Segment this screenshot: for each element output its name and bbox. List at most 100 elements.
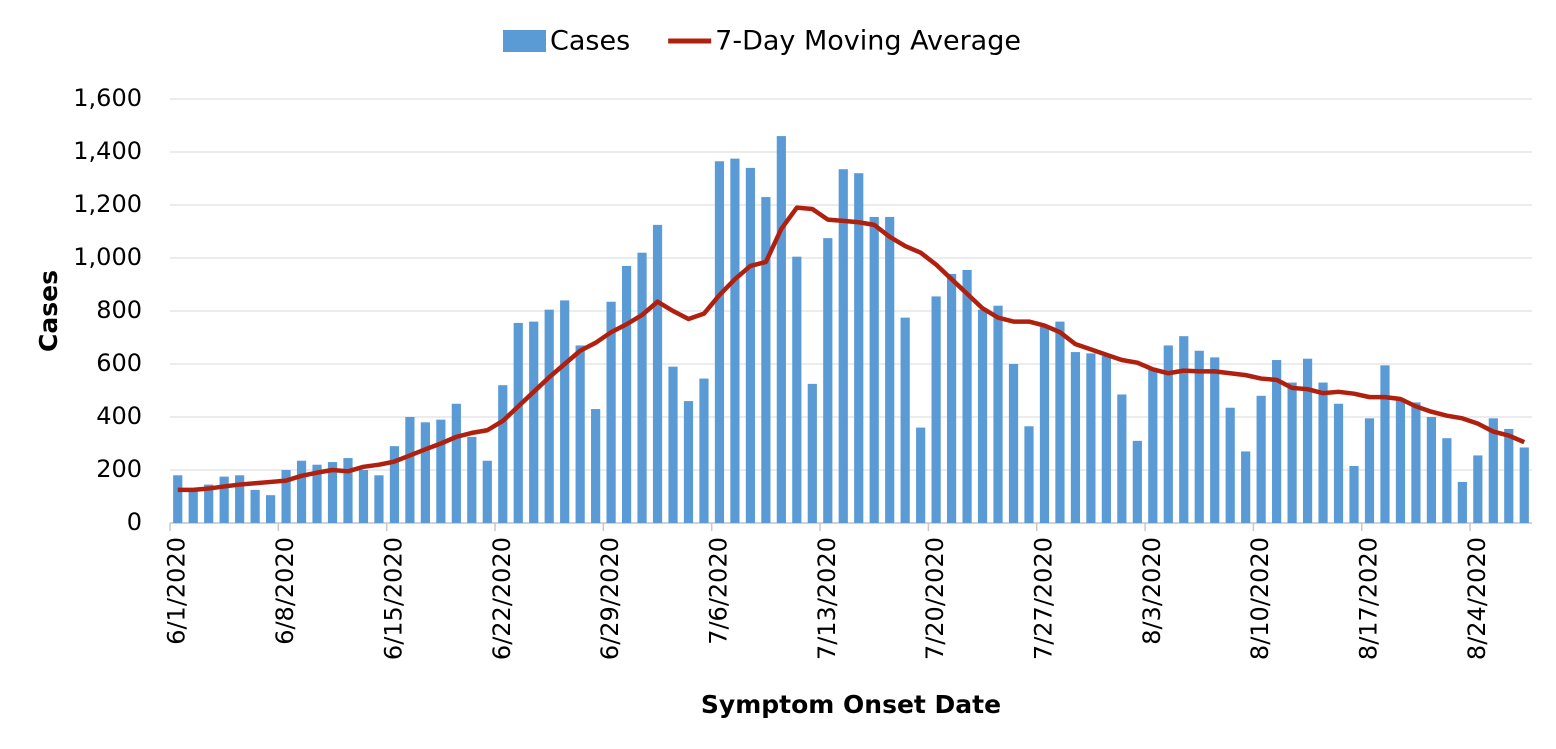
y-tick-label: 600 [96, 349, 142, 377]
bar [1519, 447, 1529, 523]
bar [436, 419, 446, 523]
bar [1380, 365, 1390, 523]
bar [916, 427, 926, 523]
x-tick-label: 7/6/2020 [704, 537, 732, 645]
legend-label: Cases [550, 26, 630, 57]
x-tick-label: 6/22/2020 [488, 537, 516, 660]
x-tick-label: 6/1/2020 [163, 537, 191, 645]
bar [250, 489, 260, 523]
bar [544, 309, 554, 523]
bar [343, 458, 353, 523]
x-tick-label: 7/20/2020 [921, 537, 949, 660]
x-tick-label: 8/3/2020 [1138, 537, 1166, 645]
bar [1086, 353, 1096, 523]
bar [420, 422, 430, 523]
x-tick-label: 8/24/2020 [1463, 537, 1491, 660]
bar [1132, 440, 1142, 523]
bar [405, 417, 415, 523]
x-tick-label: 6/29/2020 [596, 537, 624, 660]
bar [498, 385, 508, 523]
y-tick-label: 400 [96, 402, 142, 430]
bar [900, 317, 910, 523]
bar [1179, 336, 1189, 523]
bar [714, 161, 725, 523]
bar [1148, 369, 1158, 523]
y-tick-label: 1,400 [73, 137, 142, 165]
bar [1333, 403, 1344, 523]
bar [281, 470, 291, 523]
bar [1272, 360, 1282, 523]
bar [296, 460, 307, 523]
bar [637, 252, 647, 523]
bar [652, 224, 663, 523]
bar [312, 464, 322, 523]
bar [235, 475, 245, 523]
bar [792, 256, 802, 523]
y-tick-label: 800 [96, 296, 142, 324]
bar [358, 470, 369, 523]
bar [1194, 350, 1204, 523]
bar [204, 484, 214, 523]
x-tick-label: 8/17/2020 [1354, 537, 1382, 660]
y-axis-title: Cases [34, 270, 63, 352]
bar [962, 269, 972, 523]
bar [885, 216, 895, 524]
bar [1039, 326, 1050, 523]
bar [699, 378, 709, 523]
bar [683, 401, 694, 523]
bar [1457, 481, 1467, 523]
bar [993, 305, 1003, 523]
bar [1349, 466, 1359, 523]
bar [188, 488, 198, 523]
bar [1225, 407, 1235, 523]
bar [1302, 358, 1313, 523]
bar [776, 136, 786, 523]
y-tick-label: 1,200 [73, 190, 142, 218]
bar [807, 383, 817, 523]
bar [668, 366, 678, 523]
bar [1287, 382, 1297, 523]
x-tick-label: 6/8/2020 [271, 537, 299, 645]
bar [947, 273, 957, 523]
bar [173, 475, 183, 523]
bar [451, 403, 461, 523]
bar [823, 238, 833, 523]
bar [389, 446, 400, 523]
bar [591, 409, 601, 523]
bar [374, 475, 384, 523]
bar [1210, 357, 1220, 523]
bar [1411, 402, 1421, 523]
legend-swatch [503, 30, 546, 52]
bar [529, 321, 539, 523]
bar [219, 476, 229, 523]
bar [1008, 364, 1019, 523]
bar [1101, 356, 1111, 523]
bar [977, 309, 988, 523]
bar [854, 173, 864, 523]
bar [266, 495, 276, 523]
bar [869, 216, 879, 524]
bar [761, 197, 771, 524]
bar [931, 296, 941, 523]
bar [1442, 438, 1452, 523]
bar [606, 301, 616, 523]
x-tick-label: 7/27/2020 [1029, 537, 1057, 660]
bar [1256, 395, 1266, 523]
bar [1364, 418, 1375, 523]
bar [1504, 428, 1514, 523]
bar [1117, 394, 1127, 523]
moving-average-line [177, 205, 1526, 493]
y-tick-label: 200 [96, 455, 142, 483]
bar [1163, 345, 1173, 523]
x-tick-label: 7/13/2020 [813, 537, 841, 660]
bar [560, 300, 570, 523]
bar [621, 265, 632, 523]
bar [1488, 418, 1498, 523]
bar [1055, 321, 1065, 523]
bar [745, 167, 755, 523]
bar [1426, 417, 1436, 523]
y-tick-label: 0 [127, 508, 142, 536]
bar [482, 460, 492, 523]
bar [1070, 352, 1081, 523]
